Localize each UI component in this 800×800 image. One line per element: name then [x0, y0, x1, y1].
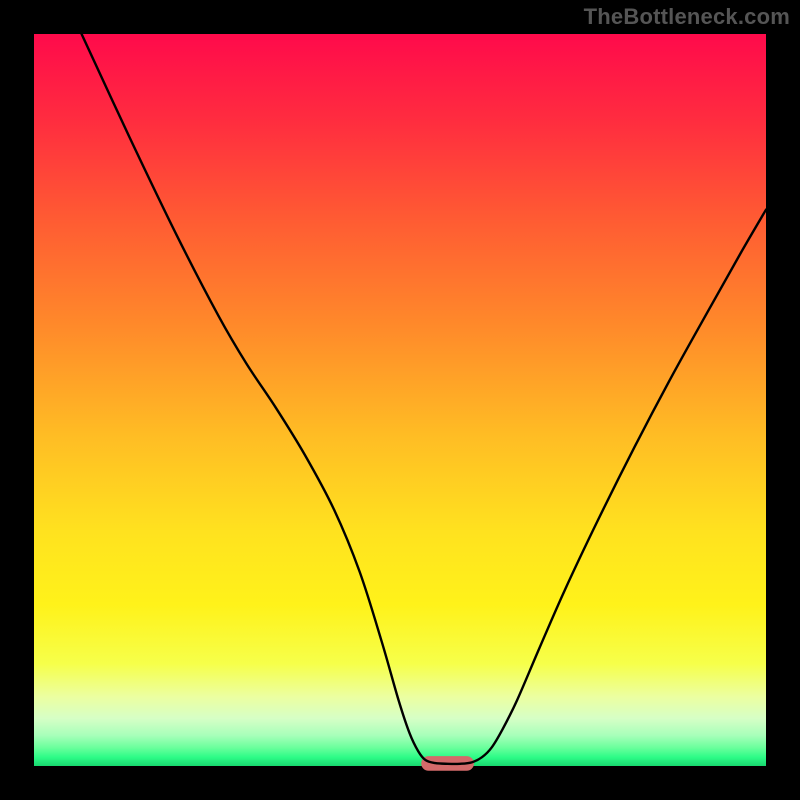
watermark-text: TheBottleneck.com	[584, 4, 790, 30]
bottleneck-chart	[0, 0, 800, 800]
plot-background	[34, 34, 766, 766]
